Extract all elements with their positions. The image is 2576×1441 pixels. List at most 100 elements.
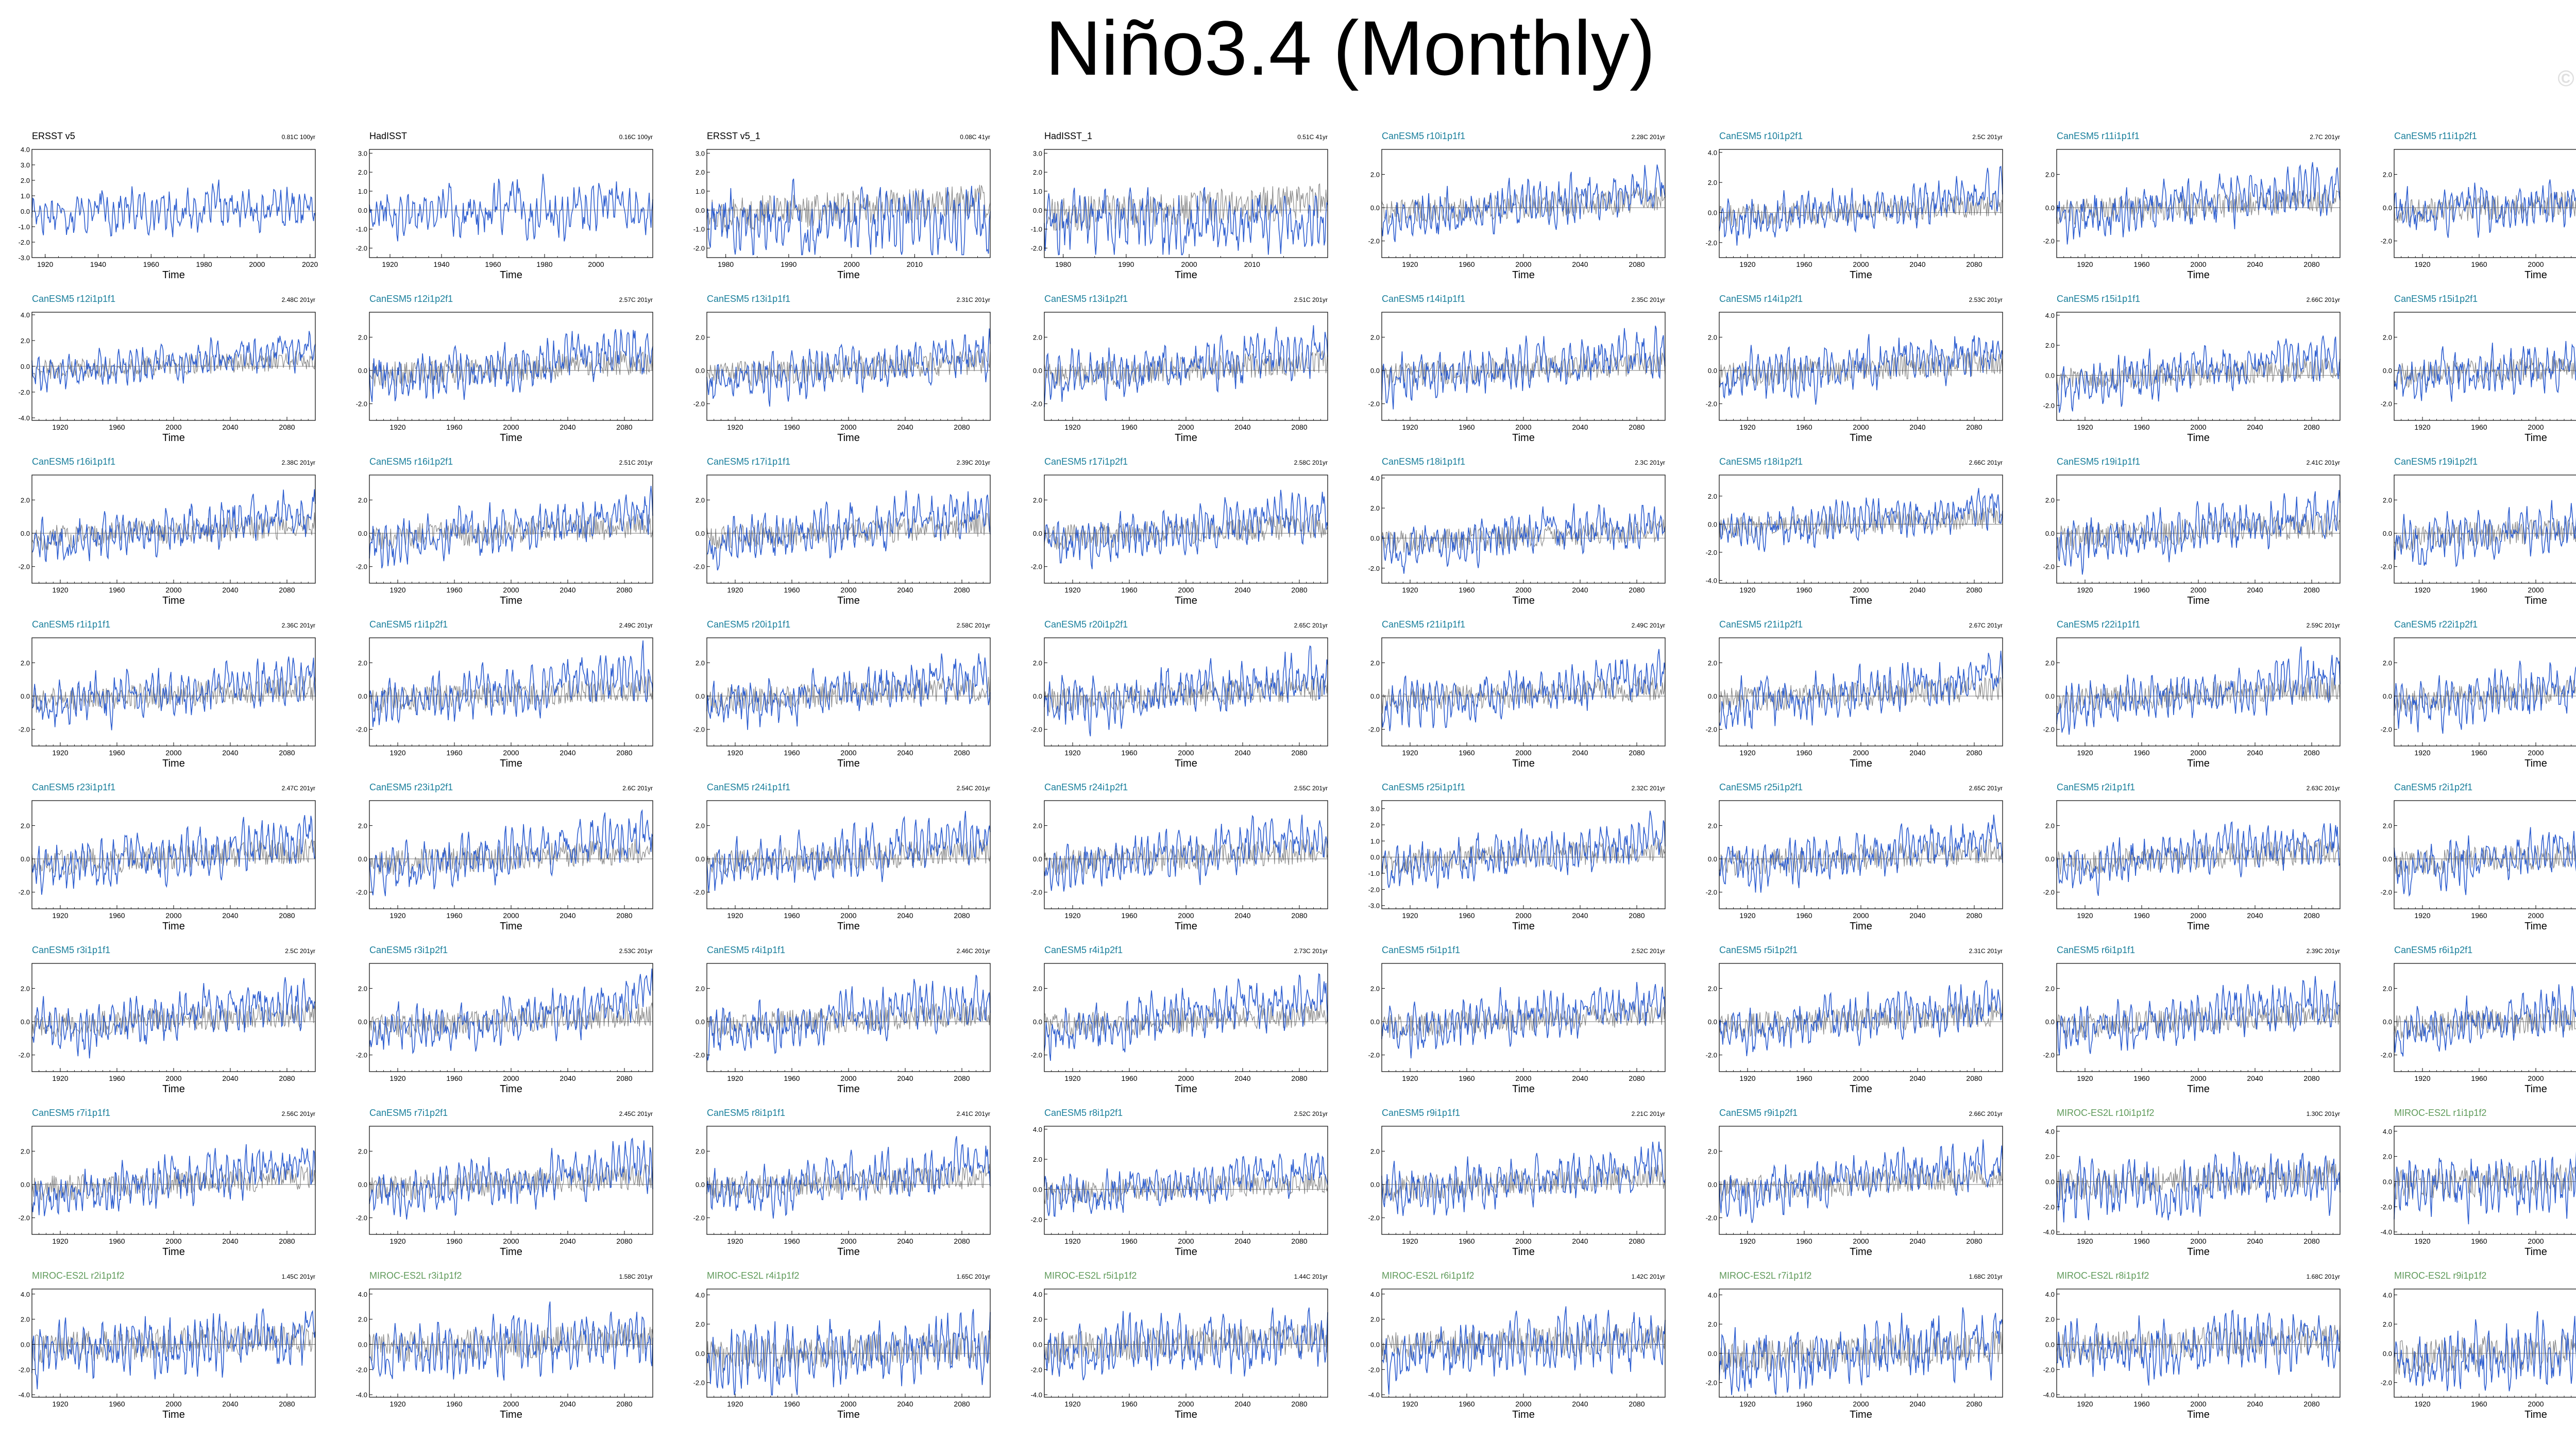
- x-tick-label: 2080: [2303, 911, 2319, 920]
- y-tick-label: 0.0: [1033, 530, 1042, 537]
- observed-overlay-line: [369, 514, 653, 550]
- observed-overlay-line: [2394, 1164, 2576, 1200]
- observed-overlay-line: [1381, 1323, 1666, 1363]
- y-tick-label: -2.0: [2043, 402, 2055, 410]
- panel-22: CanESM5 r18i1p2f1 2.66C 201yr 2.0 0.0 -2.0 -4…: [1706, 456, 2003, 606]
- y-tick-label: 0.0: [696, 692, 705, 700]
- plot-frame: [31, 637, 316, 747]
- x-axis-label: Time: [500, 921, 522, 932]
- y-tick-label: 0.0: [2383, 1178, 2392, 1185]
- x-tick-label: 1920: [1739, 1237, 1755, 1245]
- trend-label: 2.59C 201yr: [2307, 622, 2340, 629]
- x-axis-label: Time: [1175, 758, 1197, 769]
- x-tick-label: 2040: [2247, 1074, 2263, 1082]
- y-tick-label: -1.0: [356, 226, 367, 233]
- series-line: [2394, 984, 2576, 1057]
- x-tick-label: 1960: [1796, 749, 1812, 757]
- panel-title: MIROC-ES2L r2i1p1f2: [32, 1270, 124, 1281]
- observed-overlay-line: [2394, 191, 2576, 224]
- y-tick-label: 3.0: [1033, 149, 1042, 157]
- y-tick-label: -2.0: [2381, 1052, 2392, 1059]
- y-tick-label: 2.0: [696, 822, 705, 829]
- x-tick-label: 1960: [1121, 1237, 1137, 1245]
- trend-label: 2.31C 201yr: [957, 296, 990, 303]
- x-tick-label: 2080: [616, 423, 632, 431]
- y-tick-label: 0.0: [21, 1341, 30, 1348]
- trend-label: 2.32C 201yr: [1632, 785, 1665, 792]
- x-tick-label: 1920: [2077, 260, 2093, 268]
- x-axis-label: Time: [500, 432, 522, 444]
- x-tick-label: 2000: [1853, 1074, 1869, 1082]
- observed-overlay-line: [2056, 1160, 2341, 1200]
- x-tick-label: 1980: [536, 260, 552, 268]
- trend-label: 0.08C 41yr: [960, 133, 990, 141]
- x-tick-label: 2040: [560, 1074, 575, 1082]
- x-tick-label: 1920: [2077, 423, 2093, 431]
- x-tick-label: 1920: [389, 1237, 405, 1245]
- x-tick-label: 2040: [1234, 1400, 1250, 1408]
- x-tick-label: 2040: [560, 1400, 575, 1408]
- panel-title: CanESM5 r25i1p1f1: [1382, 782, 1465, 792]
- panel-6: CanESM5 r10i1p2f1 2.5C 201yr 4.0 2.0 0.0 -2.0…: [1706, 131, 2003, 281]
- x-tick-label: 1920: [1402, 260, 1418, 268]
- x-tick-label: 2040: [897, 1237, 913, 1245]
- series-line: [31, 1308, 316, 1389]
- x-tick-label: 1920: [2077, 1400, 2093, 1408]
- observed-overlay-line: [369, 351, 653, 387]
- panel-title: HadISST_1: [1044, 131, 1092, 142]
- y-tick-label: 0.0: [2383, 367, 2392, 375]
- y-tick-label: 4.0: [1033, 1126, 1042, 1133]
- panel-title: CanESM5 r7i1p2f1: [369, 1108, 448, 1118]
- x-tick-label: 2000: [1178, 1400, 1194, 1408]
- y-tick-label: 2.0: [358, 333, 367, 341]
- x-axis-label: Time: [1850, 269, 1872, 281]
- x-tick-label: 2040: [2247, 749, 2263, 757]
- y-tick-label: -2.0: [2381, 238, 2392, 245]
- y-tick-label: 0.0: [1370, 1181, 1380, 1189]
- x-tick-label: 1960: [2133, 1074, 2149, 1082]
- x-tick-label: 2040: [560, 911, 575, 920]
- trend-label: 2.28C 201yr: [1632, 133, 1665, 141]
- page-title: Niño3.4 (Monthly): [1045, 5, 1655, 91]
- panel-45: CanESM5 r5i1p1f1 2.52C 201yr 2.0 0.0 -2.0 192…: [1368, 945, 1666, 1095]
- series-line: [369, 1137, 653, 1220]
- series-line: [2394, 660, 2576, 734]
- x-tick-label: 1920: [2414, 1074, 2430, 1082]
- x-tick-label: 2000: [1181, 260, 1197, 268]
- y-tick-label: -4.0: [1706, 577, 1717, 585]
- x-tick-label: 2000: [840, 423, 856, 431]
- x-tick-label: 1920: [2414, 586, 2430, 594]
- x-tick-label: 1960: [446, 749, 462, 757]
- y-tick-label: -2.0: [19, 726, 30, 734]
- y-tick-label: 0.0: [2383, 204, 2392, 212]
- panel-41: CanESM5 r3i1p1f1 2.5C 201yr 2.0 0.0 -2.0 1920…: [19, 945, 316, 1095]
- panel-18: CanESM5 r16i1p2f1 2.51C 201yr 2.0 0.0 -2.0 19…: [356, 456, 653, 606]
- x-tick-label: 1960: [1796, 1237, 1812, 1245]
- trend-label: 2.66C 201yr: [2307, 296, 2340, 303]
- trend-label: 2.65C 201yr: [1969, 785, 2003, 792]
- y-tick-label: 2.0: [1370, 659, 1380, 667]
- x-tick-label: 1920: [727, 749, 743, 757]
- x-tick-label: 2000: [588, 260, 604, 268]
- series-line: [2056, 821, 2341, 896]
- x-tick-label: 2080: [1966, 586, 1982, 594]
- x-tick-label: 1960: [1459, 1237, 1475, 1245]
- panel-title: MIROC-ES2L r4i1p1f2: [707, 1270, 799, 1281]
- x-axis-label: Time: [2524, 1083, 2547, 1095]
- x-tick-label: 1920: [1064, 1074, 1080, 1082]
- x-tick-label: 2010: [907, 260, 923, 268]
- plot-frame: [31, 1126, 316, 1235]
- plot-frame: [2056, 963, 2341, 1072]
- y-tick-label: 4.0: [2383, 1128, 2392, 1135]
- y-tick-label: 4.0: [2045, 1291, 2055, 1298]
- y-tick-label: 0.0: [696, 855, 705, 863]
- y-tick-label: 0.0: [358, 1018, 367, 1026]
- panel-title: CanESM5 r17i1p2f1: [1044, 456, 1128, 467]
- x-axis-label: Time: [2187, 1083, 2210, 1095]
- x-tick-label: 2040: [1234, 911, 1250, 920]
- y-tick-label: 2.0: [2045, 822, 2055, 829]
- y-tick-label: 0.0: [2045, 372, 2055, 380]
- trend-label: 2.55C 201yr: [1294, 785, 1328, 792]
- trend-label: 2.6C 201yr: [622, 785, 653, 792]
- y-tick-label: -4.0: [2043, 1228, 2055, 1236]
